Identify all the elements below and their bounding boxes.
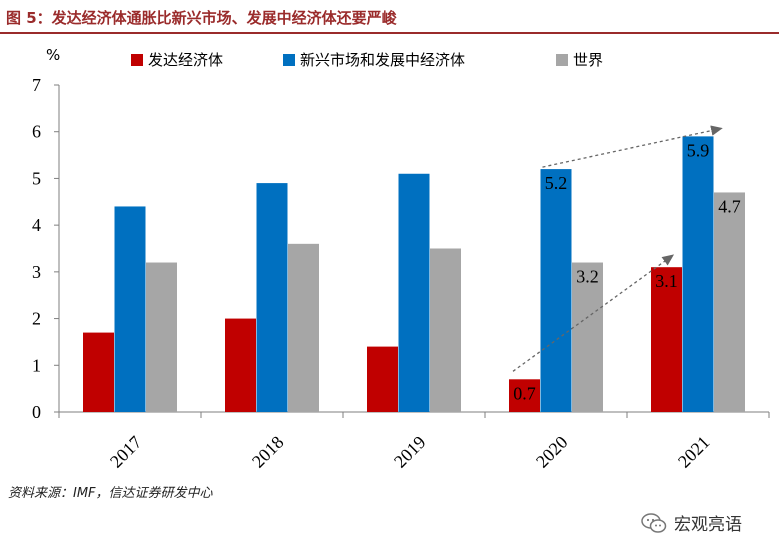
source-note: 资料来源：IMF，信达证券研发中心 (8, 486, 213, 501)
y-tick-label: 5 (32, 168, 41, 188)
x-tick-label: 2018 (248, 432, 288, 472)
data-label: 0.7 (513, 383, 536, 403)
bar-1-2021 (682, 136, 714, 412)
x-tick-label: 2020 (532, 432, 572, 472)
legend-swatch-1 (283, 54, 295, 66)
bar-1-2017 (114, 206, 146, 412)
bar-0-2021 (651, 267, 682, 412)
x-tick-label: 2021 (674, 432, 714, 472)
data-label: 5.2 (545, 173, 568, 193)
y-tick-label: 4 (32, 215, 41, 235)
bar-0-2020 (509, 379, 540, 412)
y-tick-label: 6 (32, 122, 41, 142)
bar-1-2019 (398, 173, 430, 412)
wechat-logo-icon (641, 512, 667, 533)
data-label: 3.1 (655, 271, 678, 291)
title-bar: 图 5：发达经济体通胀比新兴市场、发展中经济体还要严峻 (0, 0, 779, 34)
y-tick-label: 1 (32, 355, 41, 375)
legend-label-0: 发达经济体 (148, 51, 223, 69)
bar-2-2019 (430, 248, 461, 412)
legend-swatch-2 (556, 54, 568, 66)
bar-1-2020 (540, 169, 572, 412)
bar-0-2019 (367, 346, 398, 412)
legend-label-2: 世界 (573, 51, 603, 69)
y-tick-label: 0 (32, 402, 41, 422)
y-tick-label: 2 (32, 309, 41, 329)
x-tick-label: 2019 (390, 432, 430, 472)
y-unit-label: % (46, 46, 60, 64)
legend-label-1: 新兴市场和发展中经济体 (300, 51, 465, 69)
trend-arrow-0 (512, 254, 675, 372)
y-tick-label: 7 (32, 75, 41, 95)
bar-2-2018 (288, 243, 319, 412)
legend-swatch-0 (131, 54, 143, 66)
data-label: 3.2 (576, 267, 599, 287)
x-tick-label: 2017 (106, 432, 146, 472)
bar-0-2018 (225, 318, 256, 412)
data-label: 5.9 (687, 140, 710, 160)
trend-arrow-1 (542, 125, 723, 168)
brand-name: 宏观亮语 (674, 515, 742, 535)
bar-0-2017 (83, 332, 114, 412)
chart-title: 图 5：发达经济体通胀比新兴市场、发展中经济体还要严峻 (6, 9, 397, 27)
data-label: 4.7 (718, 196, 741, 216)
bar-1-2018 (256, 183, 288, 412)
bar-2-2017 (146, 262, 177, 412)
brand-watermark: 宏观亮语 (640, 510, 742, 535)
bar-chart: % 发达经济体 新兴市场和发展中经济体 世界 0 1 2 3 4 5 6 7 2017 2018 2019 2… (32, 46, 770, 472)
bar-2-2020 (572, 262, 603, 412)
y-tick-label: 3 (32, 262, 41, 282)
bar-2-2021 (714, 192, 745, 412)
